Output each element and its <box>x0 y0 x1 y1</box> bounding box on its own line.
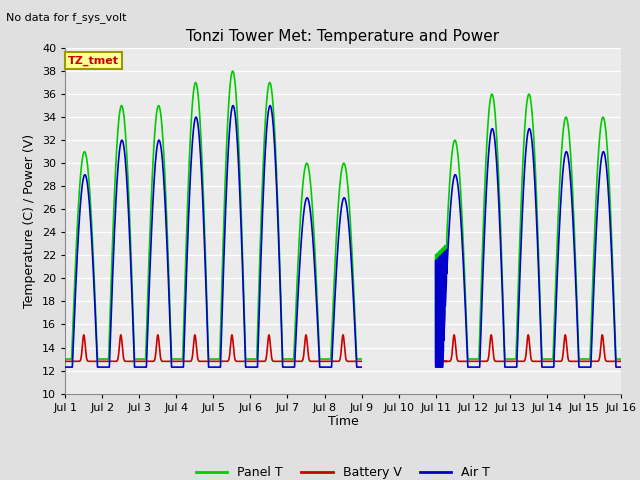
X-axis label: Time: Time <box>328 415 358 429</box>
Title: Tonzi Tower Met: Temperature and Power: Tonzi Tower Met: Temperature and Power <box>186 29 500 44</box>
Legend: Panel T, Battery V, Air T: Panel T, Battery V, Air T <box>191 461 495 480</box>
Text: No data for f_sys_volt: No data for f_sys_volt <box>6 12 127 23</box>
Text: TZ_tmet: TZ_tmet <box>68 56 119 66</box>
Y-axis label: Temperature (C) / Power (V): Temperature (C) / Power (V) <box>24 134 36 308</box>
